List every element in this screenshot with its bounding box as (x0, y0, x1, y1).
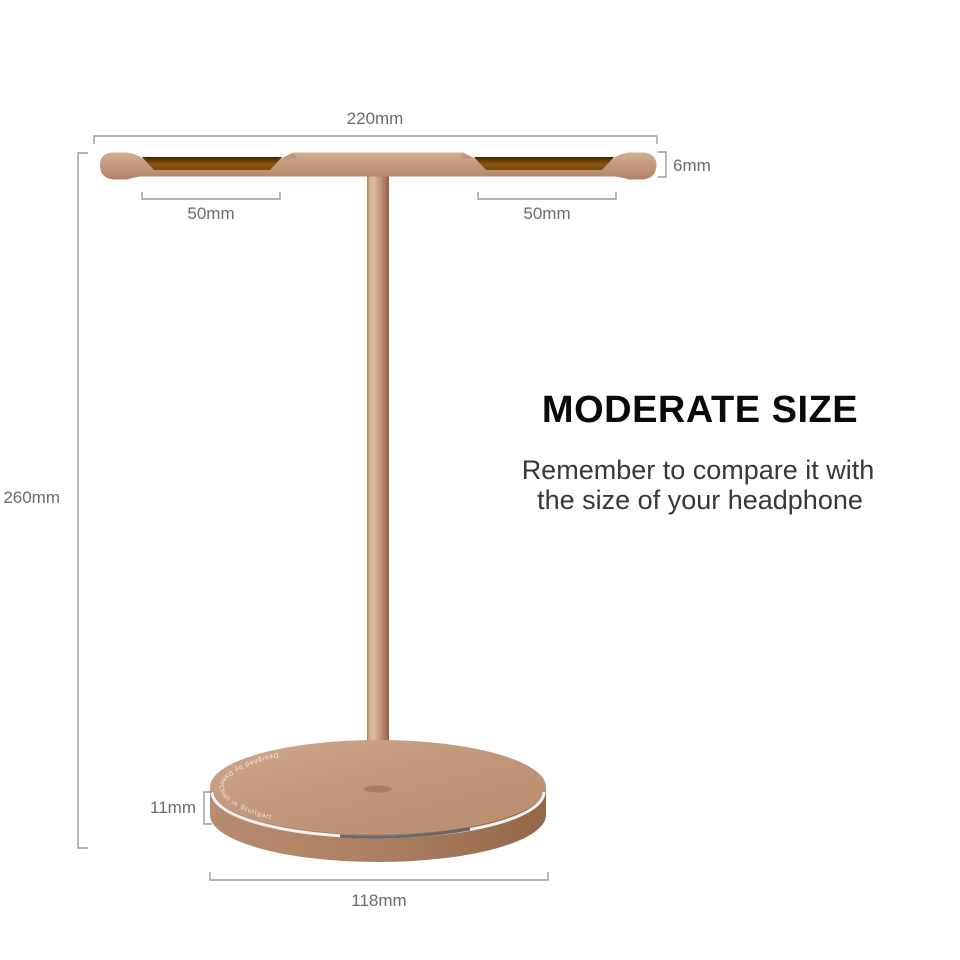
plateau-bevel-right (459, 152, 475, 159)
dimension-line-top-width (93, 135, 658, 144)
dimension-labels: 220mm 6mm 50mm 50mm 260mm 11mm 118mm (3, 109, 710, 910)
dimension-line-base-width (209, 872, 549, 881)
label-base-width: 118mm (351, 891, 406, 910)
stand-base-side (210, 787, 546, 862)
page-title: MODERATE SIZE (542, 389, 858, 431)
base-rim-upper-highlight (213, 741, 301, 777)
left-pad (142, 157, 282, 170)
base-rim-dark-streak (339, 827, 471, 839)
label-top-width: 220mm (347, 109, 404, 128)
dimension-bracket-top-thickness (658, 151, 667, 178)
subtitle-line-1: Remember to compare it with (522, 455, 875, 485)
stand-pole (367, 176, 389, 790)
label-left-pad-width: 50mm (187, 204, 234, 223)
dimension-bracket-base-thickness (203, 791, 212, 825)
pole-base-shadow (364, 785, 392, 793)
label-top-thickness: 6mm (673, 156, 711, 175)
dimension-line-right-pad (477, 192, 617, 200)
dimension-lines (77, 135, 667, 881)
headphone-stand-graphic: Designed by DseeChan in Stuttgart (100, 152, 657, 862)
dimension-line-left-pad (141, 192, 281, 200)
label-height: 260mm (3, 488, 60, 507)
label-right-pad-width: 50mm (523, 204, 570, 223)
label-base-thickness: 11mm (150, 798, 196, 817)
right-pad (474, 157, 614, 170)
subtitle-line-2: the size of your headphone (537, 485, 863, 515)
plateau-bevel-left (281, 152, 297, 159)
marketing-text: MODERATE SIZE Remember to compare it wit… (522, 389, 875, 515)
dimension-line-height (77, 152, 88, 849)
